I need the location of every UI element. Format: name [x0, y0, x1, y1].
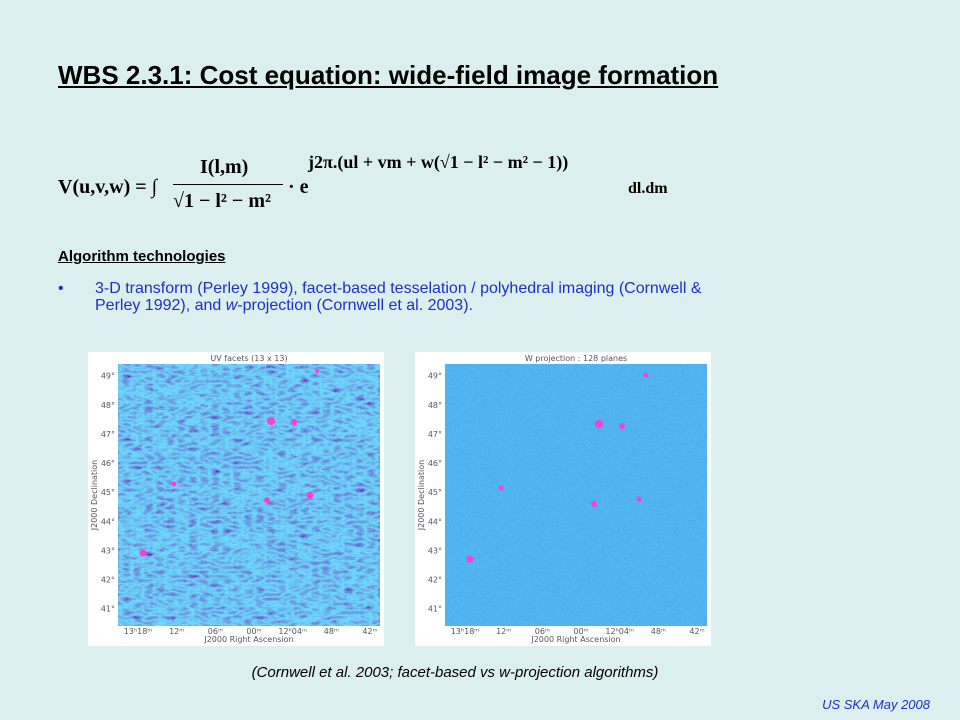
source [267, 417, 275, 425]
y-tick-label: 44° [101, 517, 115, 526]
image-noise [445, 364, 707, 626]
y-tick-label: 41° [101, 605, 115, 614]
x-tick-label: 12ᵐ [169, 627, 184, 636]
sources [466, 372, 649, 563]
source [171, 481, 177, 487]
source [264, 497, 270, 503]
y-tick-label: 43° [428, 546, 442, 555]
y-tick-label: 45° [428, 488, 442, 497]
source [466, 555, 474, 563]
y-tick-label: 49° [428, 372, 442, 381]
y-tick-label: 49° [101, 372, 115, 381]
bullet-text: 3-D transform (Perley 1999), facet-based… [95, 280, 745, 314]
formula-numerator: I(l,m) [200, 156, 249, 178]
source [643, 372, 649, 378]
formula-dot: · e [288, 176, 309, 198]
figure-title: W projection : 128 planes [525, 354, 627, 363]
y-tick-label: 47° [428, 430, 442, 439]
formula-tail: dl.dm [628, 180, 668, 197]
x-tick-label: 48ᵐ [651, 627, 666, 636]
formula-denominator: √1 − l² − m² [173, 190, 271, 212]
caption: (Cornwell et al. 2003; facet-based vs w-… [251, 664, 659, 681]
x-tick-label: 12ʰ04ᵐ [278, 627, 307, 636]
source [591, 501, 597, 507]
x-axis-label: J2000 Right Ascension [203, 635, 293, 644]
x-tick-label: 06ᵐ [208, 627, 223, 636]
y-tick-label: 46° [428, 459, 442, 468]
source [291, 419, 297, 425]
x-tick-label: 42ᵐ [362, 627, 377, 636]
source [306, 491, 314, 499]
y-tick-label: 48° [428, 401, 442, 410]
source [498, 485, 504, 491]
formula-exponent: j2π.(ul + vm + w(√1 − l² − m² − 1)) [308, 152, 569, 172]
bullet-marker: • [58, 280, 64, 297]
figure-svg: W projection : 128 planes J2000 Declinati… [417, 354, 707, 644]
figure-svg: UV facets (13 x 13) J2000 Declination J200… [90, 354, 380, 644]
x-tick-label: 12ʰ04ᵐ [605, 627, 634, 636]
source [315, 369, 319, 373]
section-heading: Algorithm technologies [58, 248, 226, 265]
figure-wprojection: W projection : 128 planes J2000 Declinati… [415, 352, 711, 646]
y-tick-label: 41° [428, 605, 442, 614]
x-tick-label: 00ᵐ [246, 627, 261, 636]
y-tick-label: 45° [101, 488, 115, 497]
bullet-text-part: 3-D transform (Perley 1999), facet-based… [95, 280, 702, 314]
footer: US SKA May 2008 [822, 697, 930, 712]
bullet-text-part: -projection (Cornwell et al. 2003). [237, 297, 473, 314]
y-axis-label: J2000 Declination [90, 460, 99, 531]
source [139, 549, 147, 557]
y-tick-label: 44° [428, 517, 442, 526]
source [619, 423, 625, 429]
y-tick-label: 42° [428, 576, 442, 585]
image-noise [118, 364, 380, 626]
x-tick-label: 13ʰ18ᵐ [451, 627, 480, 636]
y-tick-label: 46° [101, 459, 115, 468]
y-tick-label: 47° [101, 430, 115, 439]
x-tick-label: 06ᵐ [535, 627, 550, 636]
y-tick-label: 43° [101, 546, 115, 555]
y-tick-label: 48° [101, 401, 115, 410]
x-tick-label: 00ᵐ [573, 627, 588, 636]
fraction-bar [173, 184, 283, 185]
y-axis-label: J2000 Declination [417, 460, 426, 531]
source [595, 420, 603, 428]
bullet-text-italic: w [225, 297, 238, 314]
formula: V(u,v,w) = ∫ I(l,m) √1 − l² − m² · e j2π… [58, 140, 758, 220]
x-tick-label: 12ᵐ [496, 627, 511, 636]
figure-facets: UV facets (13 x 13) J2000 Declination J200… [88, 352, 384, 646]
x-tick-label: 42ᵐ [689, 627, 704, 636]
x-tick-label: 13ʰ18ᵐ [124, 627, 153, 636]
figure-title: UV facets (13 x 13) [210, 354, 287, 363]
slide-title: WBS 2.3.1: Cost equation: wide-field ima… [58, 60, 719, 90]
x-axis-label: J2000 Right Ascension [530, 635, 620, 644]
x-tick-label: 48ᵐ [324, 627, 339, 636]
source [636, 496, 642, 502]
formula-lhs: V(u,v,w) = ∫ [58, 176, 158, 198]
sources [139, 369, 319, 557]
y-tick-label: 42° [101, 576, 115, 585]
